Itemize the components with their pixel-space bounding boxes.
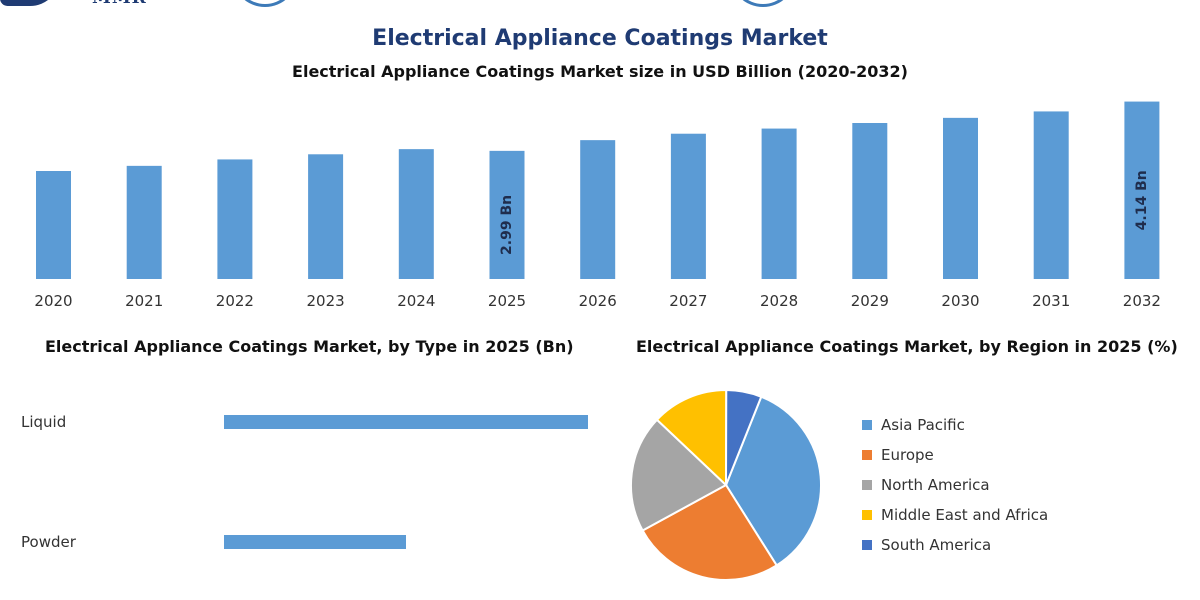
legend-item: Middle East and Africa: [862, 500, 1048, 530]
bar-2025: [489, 150, 525, 279]
legend-label: Asia Pacific: [881, 416, 965, 434]
bar-2030: [943, 117, 978, 279]
legend-label: South America: [881, 536, 992, 554]
legend-item: Europe: [862, 440, 1048, 470]
x-tick-label: 2032: [1123, 292, 1161, 310]
legend-swatch: [862, 510, 872, 520]
legend-item: South America: [862, 530, 1048, 560]
x-tick-label: 2029: [851, 292, 889, 310]
x-tick-label: 2030: [941, 292, 979, 310]
legend-swatch: [862, 540, 872, 550]
x-tick-label: 2027: [669, 292, 707, 310]
bar-2021: [126, 165, 162, 279]
bar-2028: [761, 128, 797, 279]
bar-2032: [1124, 101, 1160, 279]
data-label: 4.14 Bn: [1134, 170, 1150, 230]
legend-label: Middle East and Africa: [881, 506, 1049, 524]
bar-2026: [580, 140, 616, 279]
brand-logo-icon: [0, 0, 60, 6]
market-size-bar-chart: 2020 2021 2022 2023 2024 2025 2.99 Bn 2026 2027 2…: [34, 101, 1161, 310]
legend-swatch: [862, 450, 872, 460]
legend-label: Europe: [881, 446, 934, 464]
bar-2031: [1033, 111, 1069, 279]
bar-2022: [217, 159, 253, 279]
pie-slice-asia-pacific: [724, 395, 822, 567]
x-tick-label: 2025: [488, 292, 526, 310]
bar-2027: [670, 133, 706, 279]
bar-2024: [398, 149, 434, 279]
pie-slice-europe: [641, 483, 779, 581]
x-tick-label: 2026: [579, 292, 617, 310]
brand-name: MMR: [92, 0, 147, 8]
legend-item: Asia Pacific: [862, 410, 1048, 440]
type-chart-title: Electrical Appliance Coatings Market, by…: [45, 337, 574, 356]
type-bar-chart: Liquid Powder: [21, 413, 588, 551]
decorative-arc-icon: [232, 0, 298, 7]
region-legend: Asia Pacific Europe North America Middle Ea…: [862, 410, 1048, 560]
bar-liquid: [224, 415, 588, 429]
bar-powder: [224, 535, 406, 549]
x-tick-label: 2023: [307, 292, 345, 310]
bar-2020: [36, 171, 71, 279]
x-tick-label: 2022: [216, 292, 254, 310]
x-tick-label: 2020: [34, 292, 72, 310]
pie-slice-north-america: [630, 418, 728, 532]
region-pie-chart: [630, 388, 822, 581]
legend-swatch: [862, 420, 872, 430]
legend-label: North America: [881, 476, 990, 494]
pie-slice-middle-east-and-africa: [655, 389, 728, 488]
decorative-arc-icon: [730, 0, 796, 7]
region-chart-title: Electrical Appliance Coatings Market, by…: [636, 337, 1178, 356]
y-tick-label: Liquid: [21, 413, 66, 431]
data-label: 2.99 Bn: [499, 195, 515, 255]
bar-chart-title: Electrical Appliance Coatings Market siz…: [292, 62, 908, 81]
page-title: Electrical Appliance Coatings Market: [372, 26, 828, 51]
x-tick-label: 2031: [1032, 292, 1070, 310]
bar-2029: [852, 123, 888, 279]
legend-item: North America: [862, 470, 1048, 500]
x-tick-label: 2021: [125, 292, 163, 310]
legend-swatch: [862, 480, 872, 490]
pie-slice-south-america: [725, 388, 763, 486]
y-tick-label: Powder: [21, 533, 77, 551]
x-tick-label: 2028: [760, 292, 798, 310]
bar-2023: [308, 154, 344, 279]
x-tick-label: 2024: [397, 292, 435, 310]
